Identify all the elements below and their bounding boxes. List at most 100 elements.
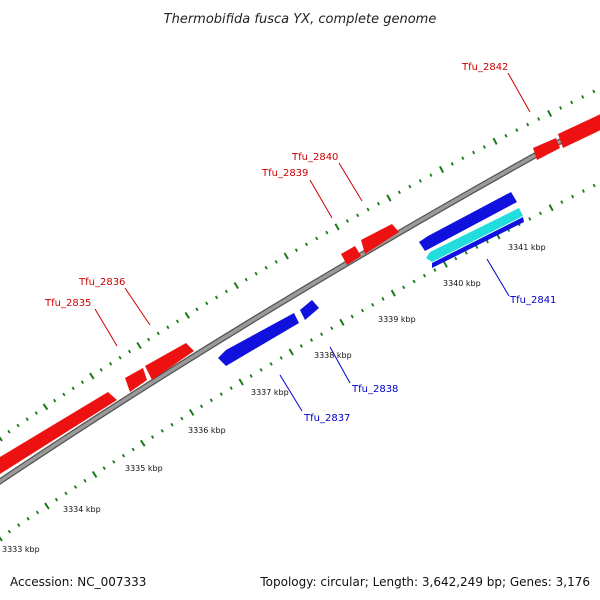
outer-tick	[89, 372, 95, 380]
outer-tick	[195, 307, 199, 312]
outer-tick	[147, 337, 151, 342]
outer-tick	[547, 109, 553, 118]
leader-tfu-2840	[338, 162, 363, 202]
leader-tfu-2839	[309, 179, 333, 219]
outer-tick	[570, 100, 574, 105]
inner-tick	[279, 356, 283, 360]
inner-tick	[442, 260, 448, 268]
outer-tick	[136, 341, 142, 350]
outer-tick	[366, 207, 370, 212]
gene-arrow-tfu-2842-a[interactable]	[533, 138, 560, 160]
outer-tick	[71, 386, 75, 391]
kbp-label: 3340 kbp	[443, 279, 481, 288]
gene-arrow-tfu-2839[interactable]	[341, 246, 361, 265]
inner-tick	[199, 404, 204, 409]
outer-tick	[244, 277, 248, 282]
inner-tick	[299, 344, 303, 348]
inner-tick	[17, 523, 21, 527]
gene-arrow-tfu-2840[interactable]	[361, 224, 399, 254]
gene-features	[0, 112, 600, 474]
inner-tick	[35, 510, 40, 515]
inner-tick	[91, 470, 98, 478]
outer-tick	[315, 236, 319, 241]
inner-tick	[560, 200, 564, 204]
inner-tick	[229, 386, 233, 390]
inner-tick	[259, 368, 263, 372]
inner-tick	[188, 408, 195, 416]
inner-tick	[360, 308, 364, 313]
genome-summary-text: Topology: circular; Length: 3,642,249 bp…	[259, 575, 590, 589]
outer-tick	[592, 89, 596, 94]
inner-tick	[402, 285, 406, 290]
gene-label-tfu-2837[interactable]: Tfu_2837	[303, 413, 350, 424]
gene-arrow-tfu-2836[interactable]	[145, 343, 194, 380]
leader-tfu-2838	[329, 346, 351, 384]
outer-tick	[408, 184, 412, 189]
outer-tick	[472, 150, 476, 155]
inner-tick	[219, 392, 223, 396]
inner-tick	[209, 398, 213, 403]
gene-arrow-tfu-2838[interactable]	[300, 300, 319, 320]
outer-tick	[386, 194, 392, 202]
gene-arrow-tfu-2842-b[interactable]	[558, 112, 600, 148]
outer-tick	[325, 230, 329, 235]
gene-label-tfu-2839[interactable]: Tfu_2839	[261, 168, 308, 179]
inner-tick	[26, 516, 30, 521]
outer-tick	[224, 289, 228, 294]
outer-tick	[283, 252, 289, 260]
inner-tick	[548, 204, 554, 212]
inner-tick	[249, 374, 253, 378]
gene-label-tfu-2836[interactable]: Tfu_2836	[78, 277, 125, 288]
outer-tick	[214, 295, 219, 300]
inner-tick	[571, 194, 575, 199]
accession-text: Accession: NC_007333	[10, 575, 146, 589]
gene-label-tfu-2835[interactable]: Tfu_2835	[44, 298, 91, 309]
outer-tick	[334, 223, 340, 231]
gene-label-tfu-2838[interactable]: Tfu_2838	[351, 384, 398, 395]
outer-tick	[7, 429, 11, 434]
outer-tick	[450, 161, 454, 166]
label-leader-lines	[94, 72, 531, 412]
gene-arrow-tfu-2837[interactable]	[218, 313, 299, 366]
outer-tick	[264, 265, 268, 270]
outer-tick	[34, 411, 38, 415]
inner-tick	[412, 279, 416, 284]
outer-tick	[581, 95, 585, 99]
outer-tick	[42, 403, 49, 411]
inner-tick	[339, 318, 345, 326]
outer-tick	[397, 190, 401, 195]
gene-label-tfu-2841[interactable]: Tfu_2841	[509, 295, 556, 306]
inner-tick	[538, 211, 542, 216]
leader-tfu-2841	[486, 258, 510, 297]
outer-tick	[492, 137, 498, 145]
inner-tick	[422, 273, 426, 278]
inner-tick	[592, 183, 596, 188]
inner-tick	[112, 460, 116, 464]
gene-arrow-tfu-2835[interactable]	[125, 368, 147, 392]
inner-tick	[160, 429, 164, 433]
gene-labels: Tfu_2835 Tfu_2836 Tfu_2837 Tfu_2838 Tfu_…	[44, 62, 556, 424]
inner-tick	[150, 435, 155, 439]
outer-tick	[99, 368, 103, 372]
outer-tick	[429, 173, 433, 178]
gene-arrow-tfu-2841-a[interactable]	[419, 192, 517, 251]
outer-tick	[25, 417, 29, 422]
kbp-label: 3337 kbp	[251, 388, 289, 397]
map-title: Thermobifida fusca YX, complete genome	[164, 12, 437, 27]
gene-arrow-tfu-2841-b[interactable]	[426, 208, 523, 262]
gene-arrow-tfu-2834-partial[interactable]	[0, 392, 117, 474]
inner-tick	[454, 256, 458, 261]
outer-tick	[53, 398, 57, 403]
inner-tick	[140, 439, 146, 447]
inner-tick	[475, 245, 479, 249]
outer-tick	[166, 325, 170, 330]
kbp-label: 3334 kbp	[63, 505, 101, 514]
inner-tick	[64, 491, 68, 496]
leader-tfu-2835	[94, 308, 118, 347]
gene-arrow-tfu-2841-c[interactable]	[432, 217, 524, 268]
gene-label-tfu-2842[interactable]: Tfu_2842	[461, 62, 508, 73]
gene-label-tfu-2840[interactable]: Tfu_2840	[291, 152, 338, 163]
inner-tick	[54, 497, 59, 502]
inner-tick	[170, 422, 174, 427]
